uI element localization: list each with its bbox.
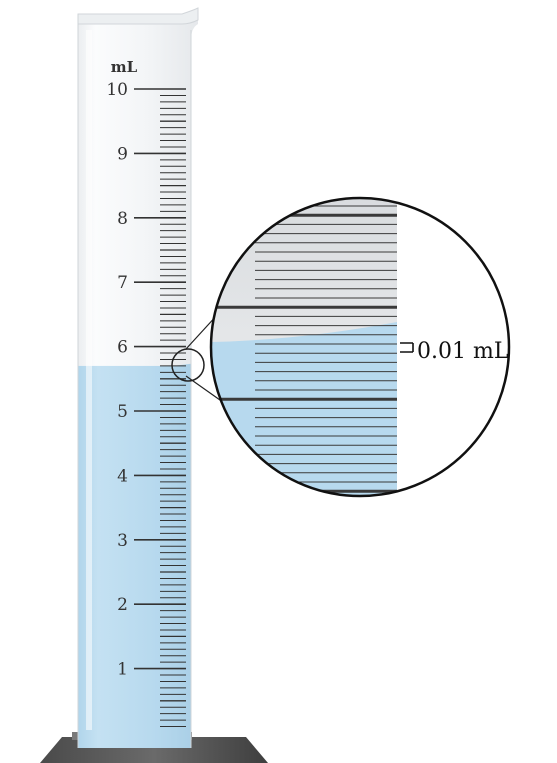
scale-label: 2 — [117, 595, 128, 615]
scale-label: 1 — [117, 660, 128, 680]
zoom-source-circle — [171, 348, 205, 382]
liquid-column — [78, 365, 198, 748]
scale-label: 6 — [117, 338, 128, 358]
scale-label: 7 — [117, 273, 128, 293]
scale-label: 8 — [117, 209, 128, 229]
magnified-liquid — [211, 322, 397, 496]
scale-label: 5 — [117, 402, 128, 422]
division-annotation: 0.01 mL — [417, 339, 509, 364]
cylinder-scale: 1 2 3 4 5 6 7 8 9 10 — [106, 80, 186, 728]
scale-label: 9 — [117, 144, 128, 164]
scale-label: 4 — [117, 466, 128, 486]
division-bracket — [400, 342, 414, 353]
scale-label: 3 — [117, 531, 128, 551]
scale-label: 10 — [106, 80, 128, 100]
unit-label: mL — [111, 58, 138, 76]
cylinder-tube — [78, 10, 198, 748]
cylinder-rim — [77, 7, 199, 25]
liquid-meniscus — [78, 360, 198, 370]
magnified-view: 0.01 mL — [209, 196, 511, 498]
